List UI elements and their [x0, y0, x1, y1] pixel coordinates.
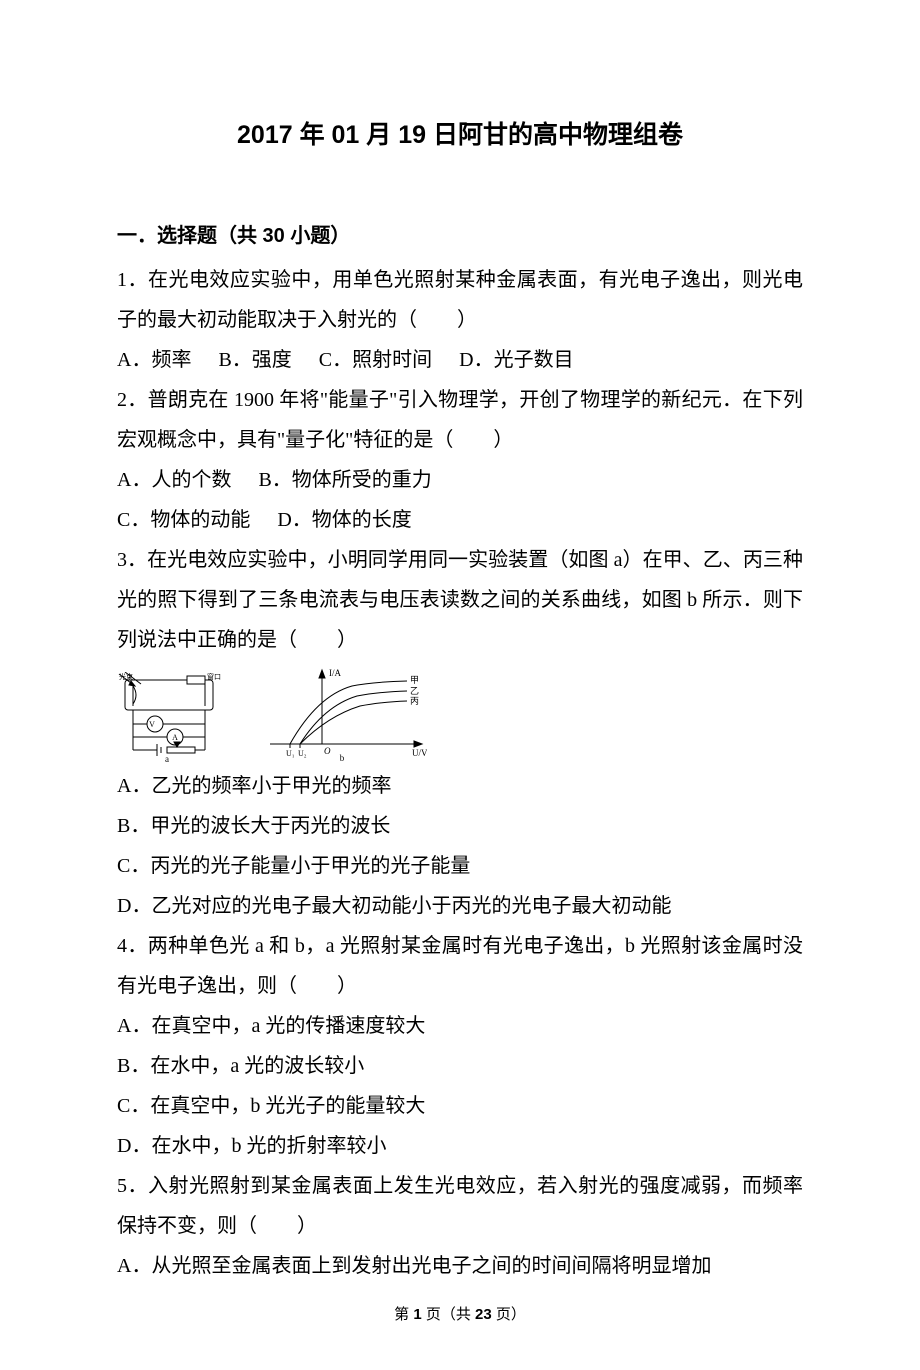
- footer-suffix: 页）: [492, 1306, 526, 1323]
- page-footer: 第 1 页（共 23 页）: [117, 1300, 803, 1330]
- q3-opt-a: A．乙光的频率小于甲光的频率: [117, 766, 803, 806]
- q1-opt-d: D．光子数目: [459, 349, 573, 371]
- q3-opt-c: C．丙光的光子能量小于甲光的光子能量: [117, 846, 803, 886]
- q3-figures: 光束 窗口 V A a: [117, 666, 803, 762]
- q2-opt-c: C．物体的动能: [117, 509, 250, 531]
- q3-opt-b: B．甲光的波长大于丙光的波长: [117, 806, 803, 846]
- q2-stem: 2．普朗克在 1900 年将"能量子"引入物理学，开创了物理学的新纪元．在下列宏…: [117, 380, 803, 460]
- q2-options-row2: C．物体的动能 D．物体的长度: [117, 500, 803, 540]
- svg-text:A: A: [172, 733, 178, 742]
- fig-a-caption: a: [165, 754, 169, 762]
- fig-b-curve-yi: 乙: [410, 686, 419, 696]
- figure-b: I/A U/V 甲 乙 丙 U₁ U₂ O b: [262, 666, 427, 762]
- q4-stem: 4．两种单色光 a 和 b，a 光照射某金属时有光电子逸出，b 光照射该金属时没…: [117, 926, 803, 1006]
- q1-opt-a: A．频率: [117, 349, 191, 371]
- q3-opt-d: D．乙光对应的光电子最大初动能小于丙光的光电子最大初动能: [117, 886, 803, 926]
- q1-options: A．频率 B．强度 C．照射时间 D．光子数目: [117, 340, 803, 380]
- svg-text:V: V: [149, 720, 155, 729]
- fig-b-origin: O: [324, 746, 331, 756]
- q4-opt-a: A．在真空中，a 光的传播速度较大: [117, 1006, 803, 1046]
- q3-stem: 3．在光电效应实验中，小明同学用同一实验装置（如图 a）在甲、乙、丙三种光的照下…: [117, 540, 803, 660]
- fig-b-curve-jia: 甲: [410, 675, 419, 685]
- fig-b-xaxis: U/V: [412, 748, 427, 758]
- fig-b-u1: U₁: [286, 749, 295, 758]
- footer-prefix: 第: [394, 1306, 413, 1323]
- q2-opt-a: A．人的个数: [117, 469, 231, 491]
- fig-b-u2: U₂: [298, 749, 307, 758]
- footer-total: 23: [475, 1306, 492, 1323]
- figure-a: 光束 窗口 V A a: [117, 672, 232, 762]
- q4-opt-b: B．在水中，a 光的波长较小: [117, 1046, 803, 1086]
- fig-b-curve-bing: 丙: [410, 696, 419, 706]
- fig-a-window-label: 窗口: [207, 672, 221, 681]
- page-title: 2017 年 01 月 19 日阿甘的高中物理组卷: [117, 110, 803, 160]
- q1-opt-b: B．强度: [218, 349, 291, 371]
- q2-opt-b: B．物体所受的重力: [258, 469, 431, 491]
- footer-mid: 页（共: [422, 1306, 475, 1323]
- fig-b-yaxis: I/A: [329, 668, 341, 678]
- footer-page: 1: [413, 1306, 421, 1323]
- q5-stem: 5．入射光照射到某金属表面上发生光电效应，若入射光的强度减弱，而频率保持不变，则…: [117, 1166, 803, 1246]
- q4-opt-d: D．在水中，b 光的折射率较小: [117, 1126, 803, 1166]
- fig-a-light-label: 光束: [119, 672, 133, 681]
- q5-opt-a: A．从光照至金属表面上到发射出光电子之间的时间间隔将明显增加: [117, 1246, 803, 1286]
- q2-opt-d: D．物体的长度: [277, 509, 411, 531]
- fig-b-caption: b: [340, 753, 345, 762]
- q4-opt-c: C．在真空中，b 光光子的能量较大: [117, 1086, 803, 1126]
- section-header: 一．选择题（共 30 小题）: [117, 216, 803, 256]
- q2-options-row1: A．人的个数 B．物体所受的重力: [117, 460, 803, 500]
- q1-stem: 1．在光电效应实验中，用单色光照射某种金属表面，有光电子逸出，则光电子的最大初动…: [117, 260, 803, 340]
- q1-opt-c: C．照射时间: [319, 349, 432, 371]
